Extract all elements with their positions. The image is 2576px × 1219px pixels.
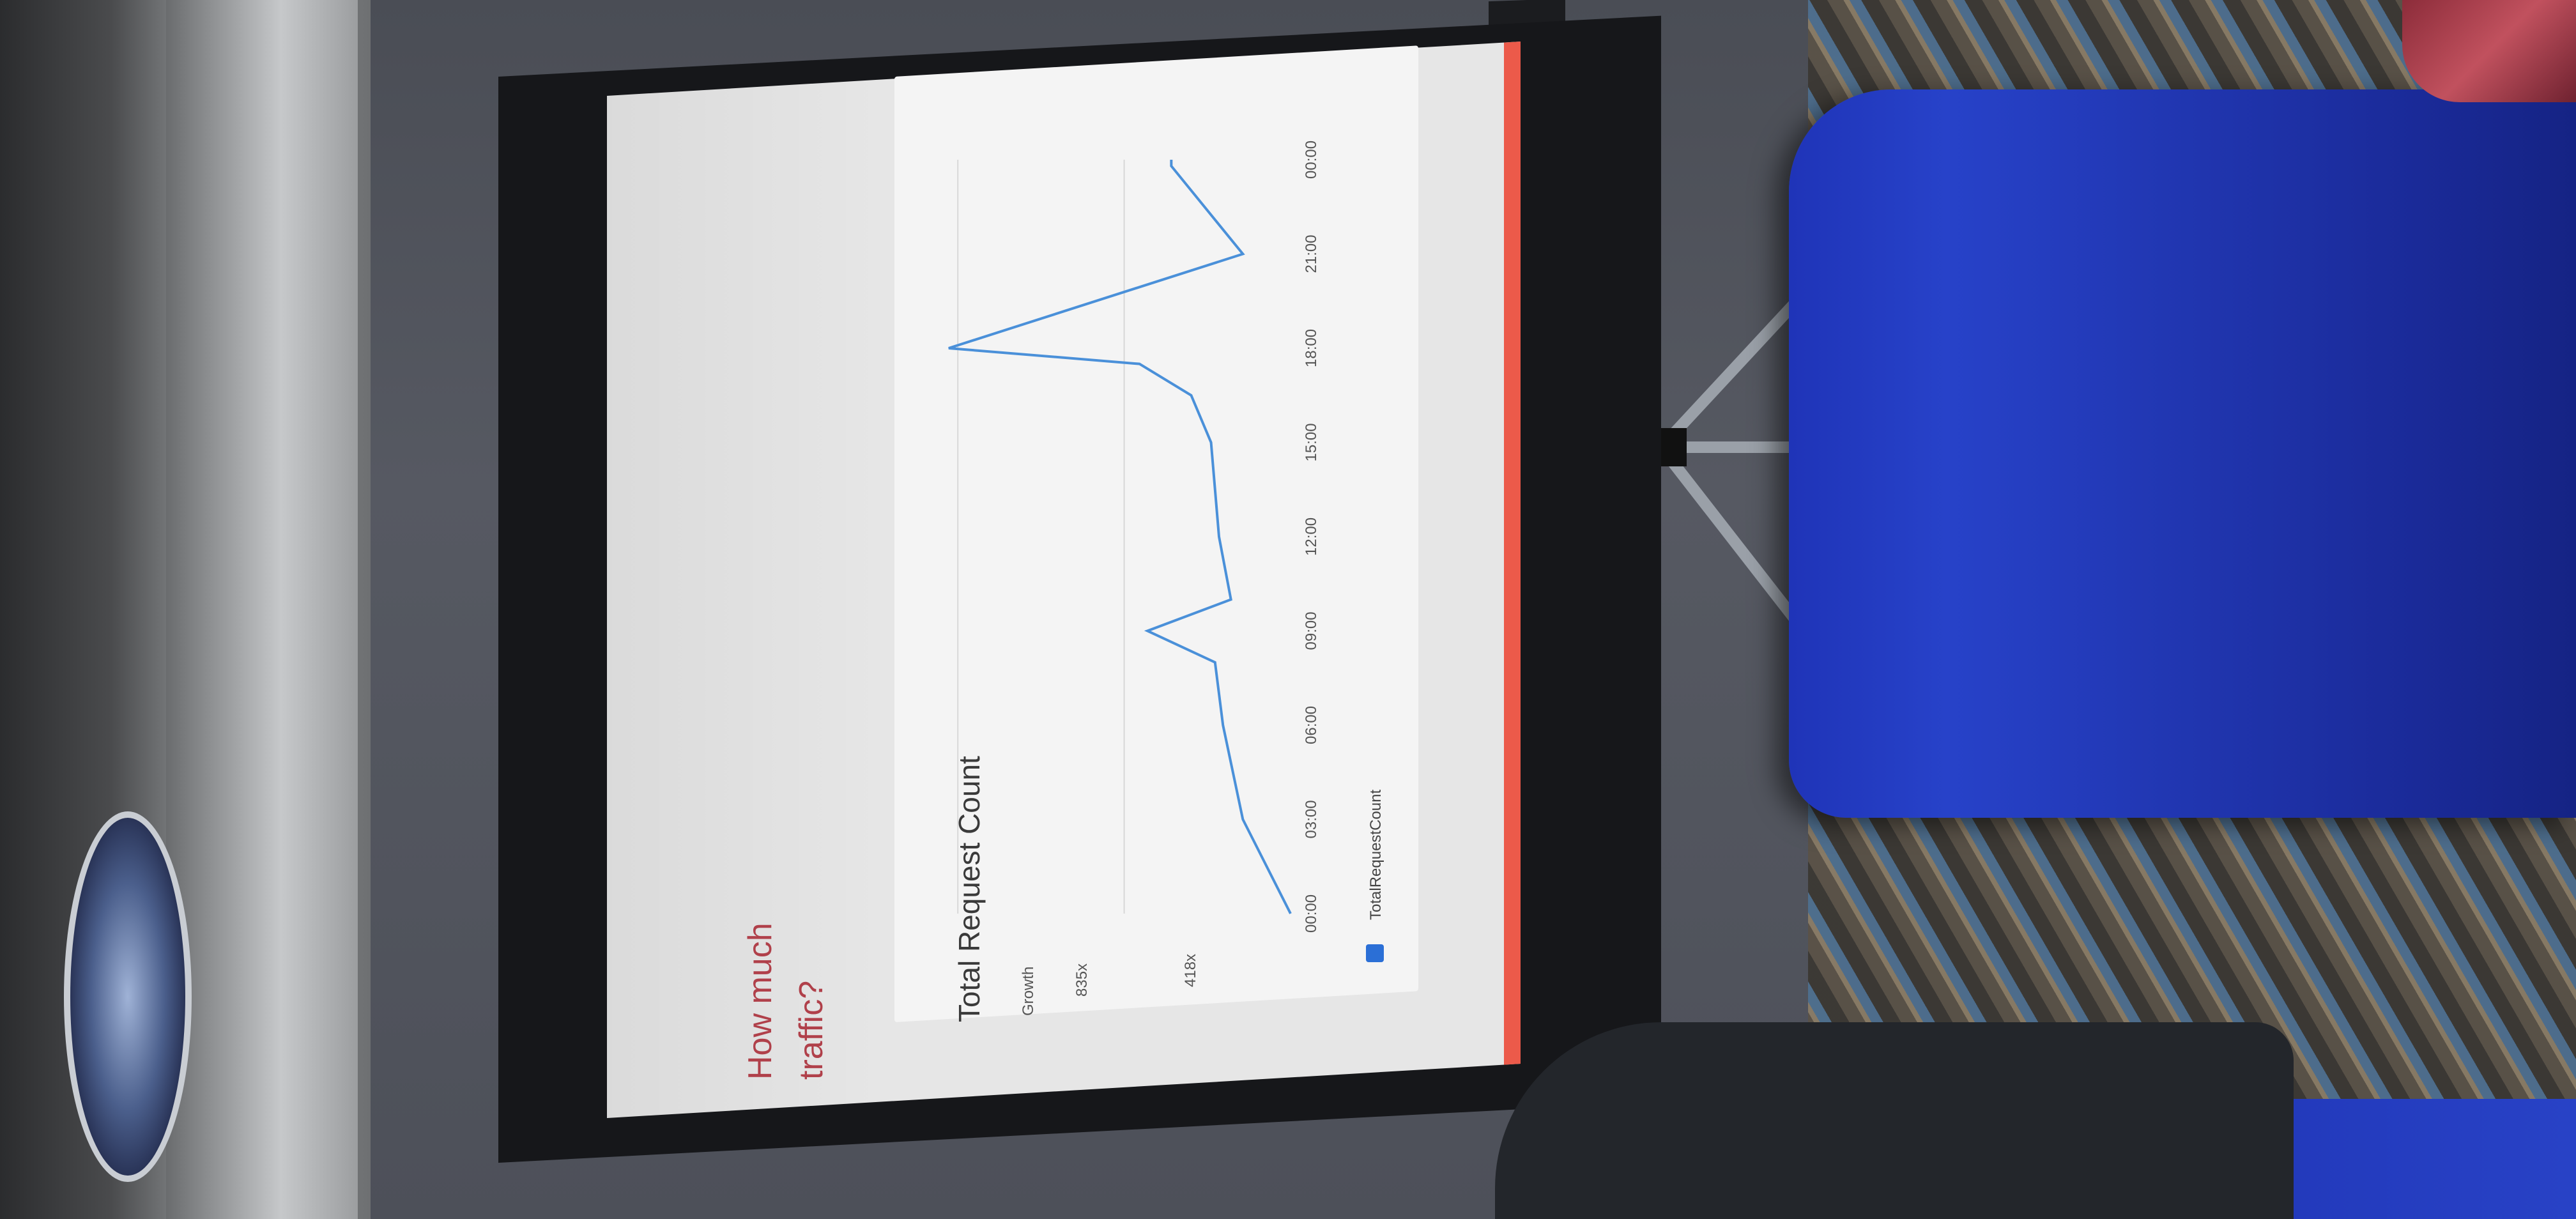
- slide-title-line2: traffic?: [793, 980, 830, 1080]
- chart-x-tick: 15:00: [1303, 423, 1320, 461]
- line-chart: 00:00 03:00 06:00 09:00 12:00 15:00 18:00 21:00…: [948, 141, 1320, 933]
- pillar: [166, 0, 358, 1219]
- person-shoulder: [1495, 1022, 2294, 1219]
- security-mirror: [64, 811, 192, 1182]
- chart-x-tick: 21:00: [1303, 234, 1320, 273]
- slide-title-line1: How much: [742, 923, 779, 1080]
- chart-x-tick: 12:00: [1303, 518, 1320, 556]
- slide-accent-bar: [1504, 42, 1521, 1065]
- chart-x-tick: 03:00: [1303, 800, 1320, 838]
- chart-x-tick: 00:00: [1303, 141, 1320, 179]
- legend-label: TotalRequestCount: [1367, 789, 1384, 920]
- chart-x-tick: 09:00: [1303, 611, 1320, 650]
- chart-x-tick: 06:00: [1303, 706, 1320, 744]
- chart-x-tick: 00:00: [1303, 894, 1320, 933]
- slide-title: How much traffic?: [735, 923, 837, 1080]
- series-line: [948, 160, 1292, 914]
- chair-back: [1789, 89, 2576, 818]
- chart-x-tick: 18:00: [1303, 329, 1320, 367]
- red-cloth: [2402, 0, 2576, 102]
- legend-swatch: [1366, 944, 1384, 962]
